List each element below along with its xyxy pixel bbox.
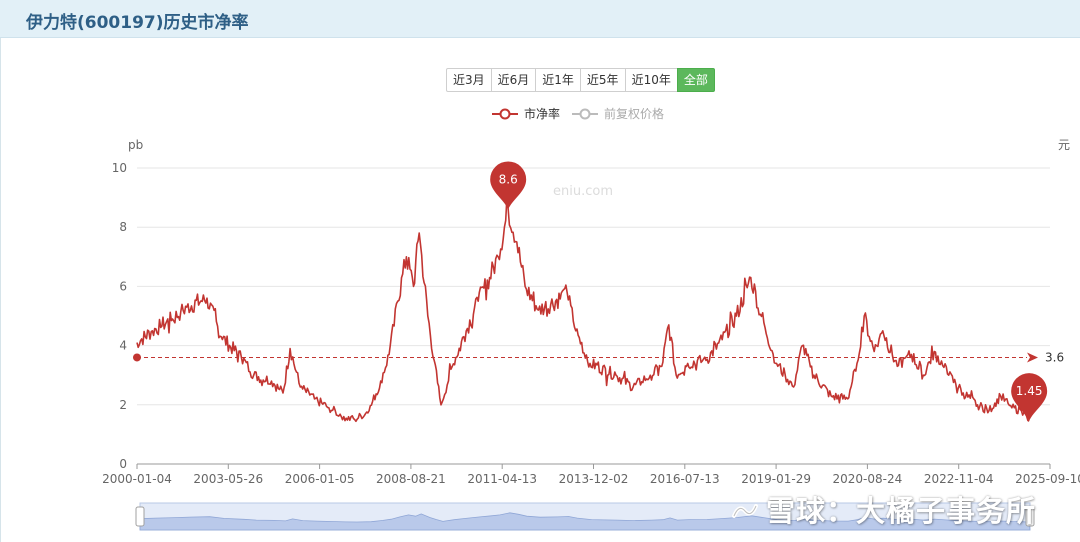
average-line-arrow-icon [1027,352,1038,363]
max-pin-label: 8.6 [499,172,518,186]
y-tick-label: 0 [119,457,127,471]
range-6m-button[interactable]: 近6月 [490,68,537,92]
x-tick-label: 2013-12-02 [559,472,629,486]
legend-pb-marker-icon [492,108,518,119]
average-line-start-dot [133,353,141,362]
legend-price-label: 前复权价格 [604,107,665,121]
range-all-button[interactable]: 全部 [676,68,715,92]
y2-axis-label: 元 [1058,138,1070,152]
x-tick-label: 2019-01-29 [741,472,811,486]
x-tick-label: 2016-07-13 [650,472,720,486]
range-1y-button[interactable]: 近1年 [535,68,581,92]
y-tick-label: 4 [119,339,127,353]
legend-price-marker-icon [572,108,599,119]
pb-series-line [136,196,1030,423]
xueqiu-logo-icon [732,504,758,518]
y-tick-label: 8 [119,220,127,234]
chart-legend: 市净率 前复权价格 [492,105,676,122]
panel-header: 伊力特(600197)历史市净率 [0,0,1080,38]
site-watermark: eniu.com [553,184,613,199]
x-tick-label: 2000-01-04 [102,472,172,486]
max-pin-shape [490,161,527,210]
xueqiu-watermark: 雪球：大橘子事务所 [730,488,1036,530]
x-tick-label: 2025-09-10 [1015,472,1080,486]
x-tick-label: 2011-04-13 [467,472,537,486]
zoom-right-handle[interactable] [1025,506,1035,527]
average-value-label: 3.6 [1045,350,1064,364]
last-pin-label: 1.45 [1016,384,1043,398]
range-selector: 近3月 近6月 近1年 近5年 近10年 全部 [446,68,715,92]
x-tick-label: 2006-01-05 [285,472,355,486]
x-tick-label: 2022-11-04 [924,472,994,486]
max-pin: 8.6 [490,161,527,210]
x-tick-label: 2008-08-21 [376,472,446,486]
y-axis-label: pb [128,138,143,152]
page-title: 伊力特(600197)历史市净率 [26,13,249,33]
last-pin: 1.45 [1011,373,1048,422]
y-tick-label: 10 [112,161,127,175]
legend-item-pb[interactable]: 市净率 [492,105,560,122]
last-pin-shape [1011,373,1048,422]
watermark-label: 雪球：大橘子事务所 [766,494,1037,528]
x-tick-label: 2020-08-24 [833,472,903,486]
range-3m-button[interactable]: 近3月 [446,68,492,92]
x-tick-label: 2003-05-26 [193,472,263,486]
y-tick-label: 6 [119,279,127,293]
legend-item-price[interactable]: 前复权价格 [572,105,664,122]
zoom-slider-preview [139,512,1031,531]
zoom-left-handle[interactable] [135,506,145,527]
y-tick-label: 2 [119,398,127,412]
range-5y-button[interactable]: 近5年 [579,68,626,92]
legend-pb-label: 市净率 [524,107,561,121]
range-10y-button[interactable]: 近10年 [624,68,678,92]
